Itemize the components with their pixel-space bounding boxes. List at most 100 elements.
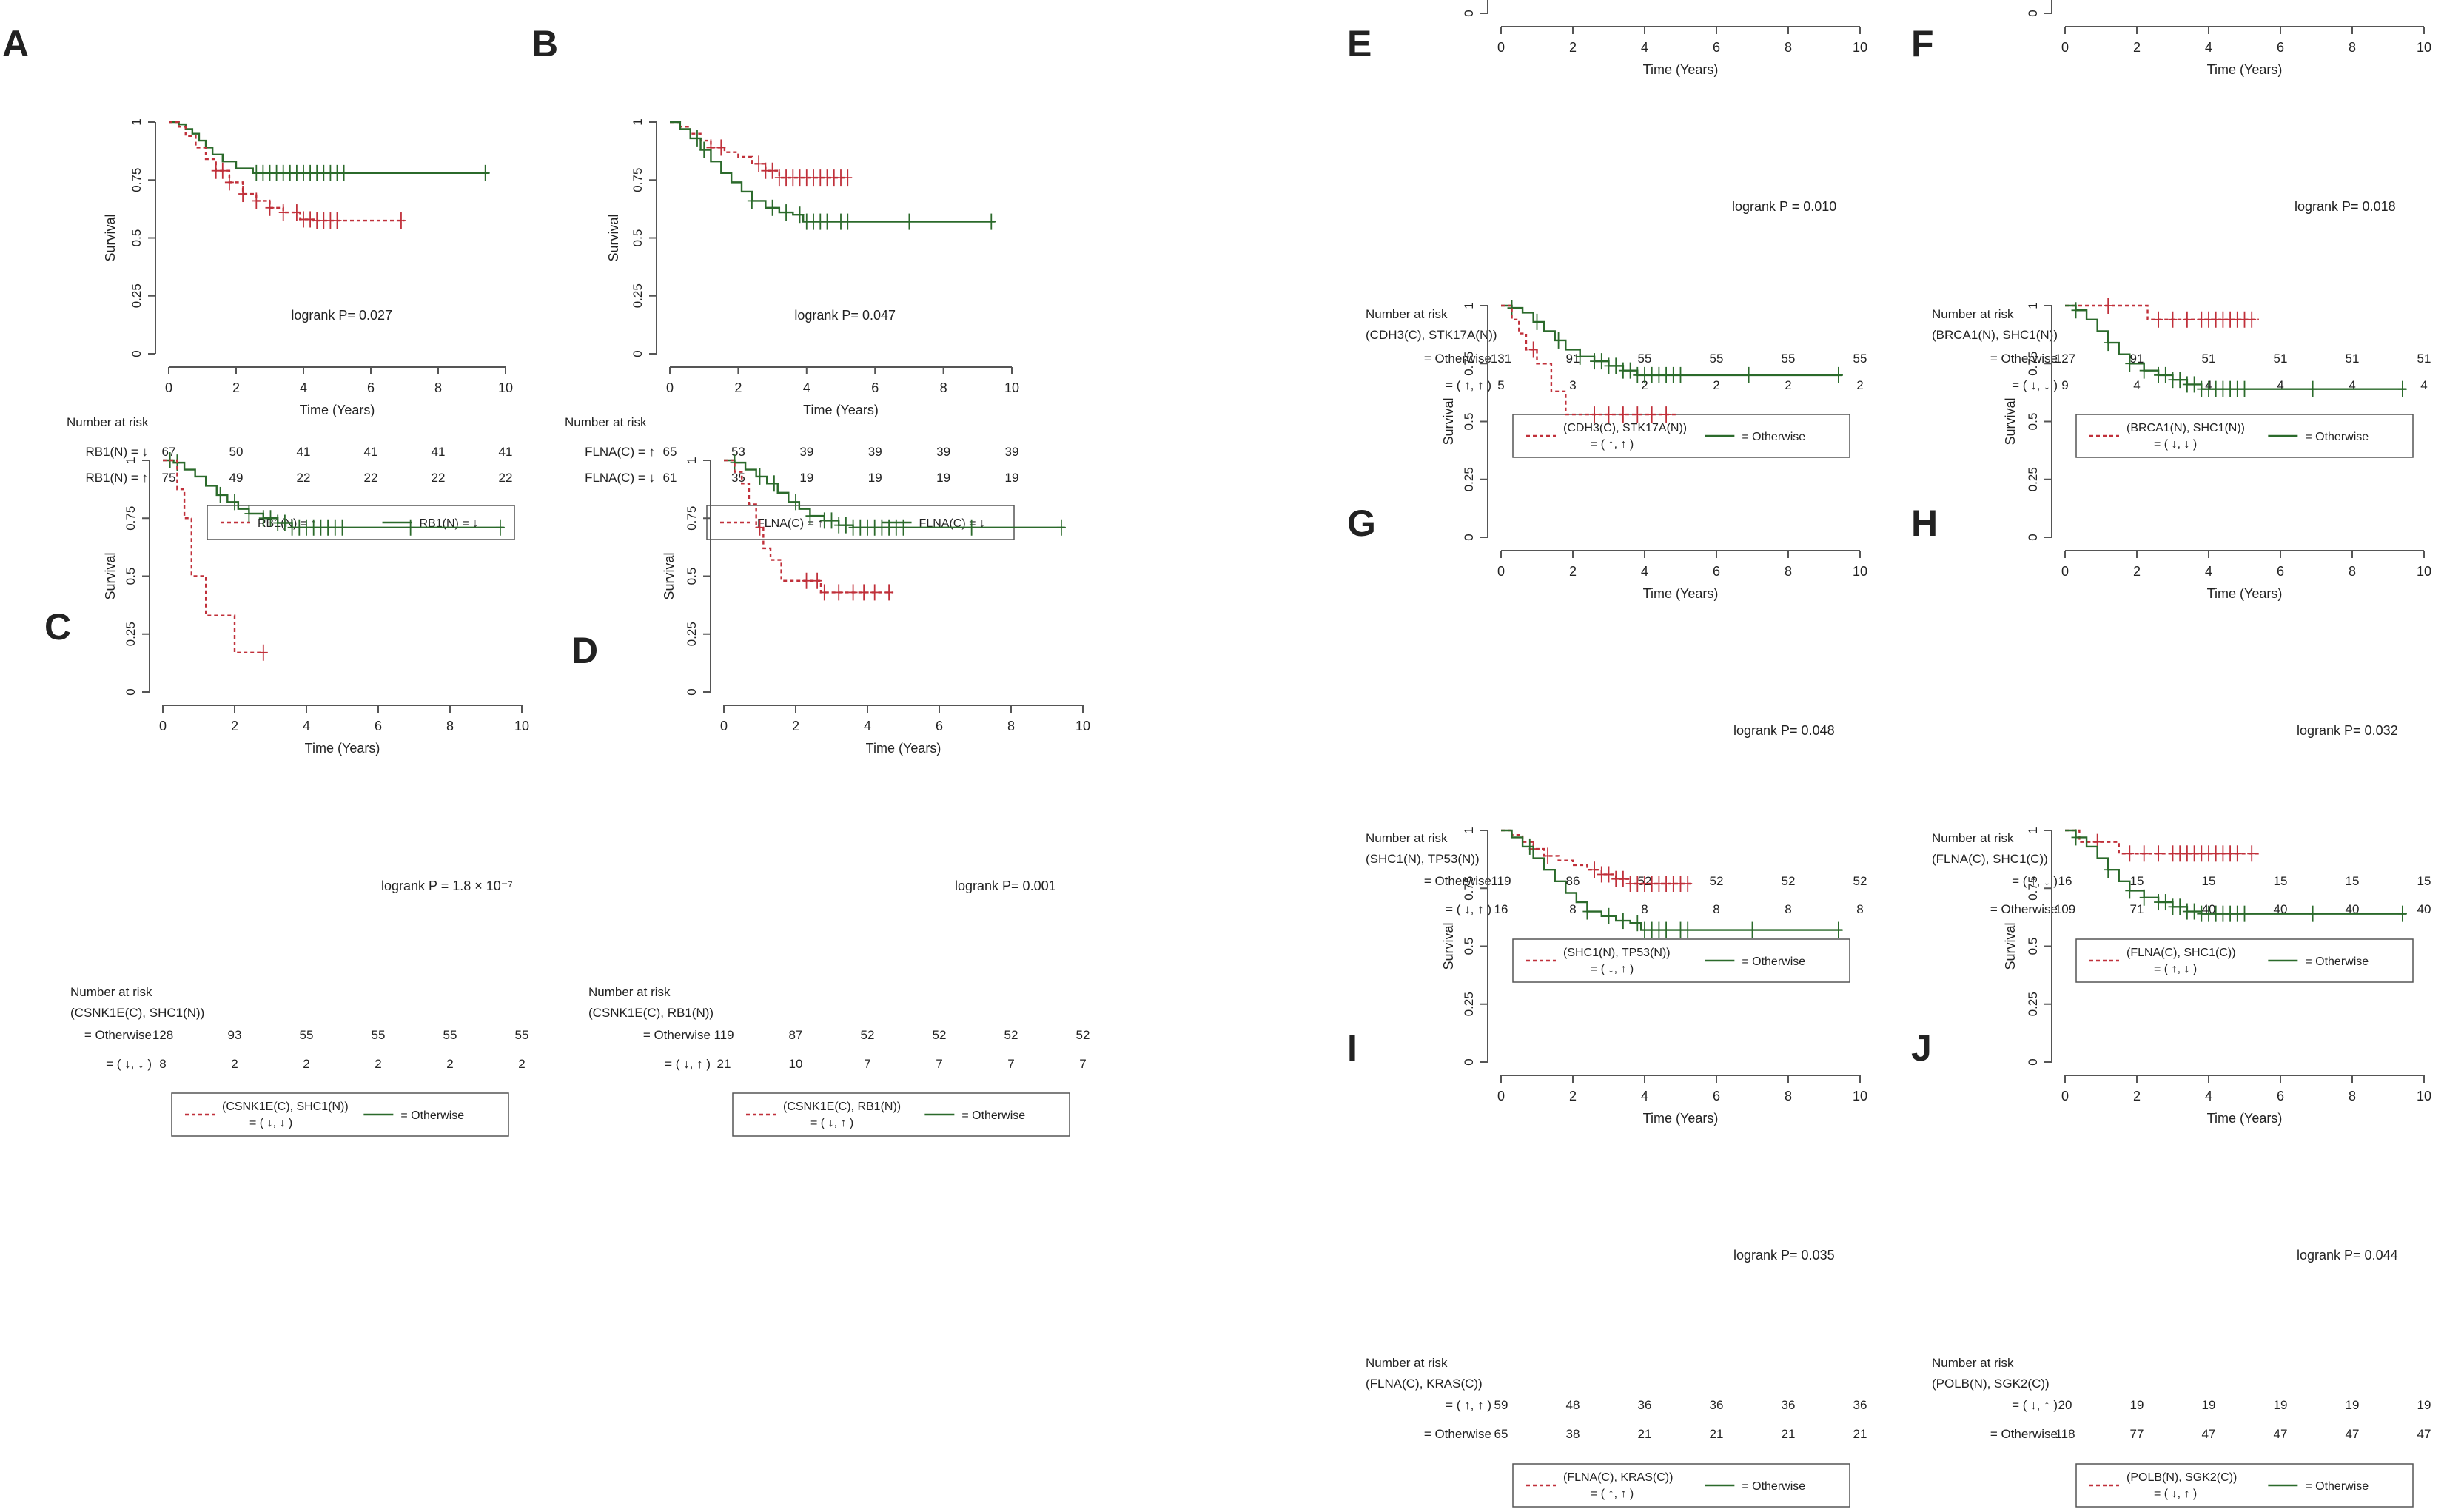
panel-letter: A <box>2 23 29 64</box>
x-tick-label: 6 <box>367 380 375 395</box>
y-tick-label: 0 <box>685 688 699 695</box>
y-tick-label: 0.5 <box>2026 938 2040 955</box>
x-tick-label: 8 <box>1785 40 1792 55</box>
y-tick-label: 0.25 <box>2026 992 2040 1016</box>
risk-count: 8 <box>1785 902 1791 916</box>
panel-letter: H <box>1911 503 1938 544</box>
risk-row-label: = Otherwise <box>1424 874 1491 888</box>
legend: (CSNK1E(C), SHC1(N)) = ( ↓, ↓ ) = Otherwis… <box>171 1092 509 1137</box>
risk-count: 7 <box>864 1057 870 1071</box>
y-tick-label: 0.25 <box>1462 992 1476 1016</box>
x-tick-label: 4 <box>300 380 307 395</box>
risk-count: 41 <box>364 445 378 459</box>
x-tick-label: 8 <box>1007 719 1015 733</box>
risk-count: 52 <box>1076 1028 1090 1042</box>
x-tick-label: 8 <box>2349 564 2356 579</box>
y-tick-label: 0 <box>2026 534 2040 540</box>
risk-count: 21 <box>1710 1427 1724 1441</box>
risk-count: 4 <box>2277 378 2283 392</box>
risk-count: 7 <box>1079 1057 1086 1071</box>
risk-count: 93 <box>228 1028 242 1042</box>
x-axis-label: Time (Years) <box>2207 586 2283 601</box>
y-axis-label: Survival <box>662 552 677 599</box>
y-tick-label: 0.25 <box>130 283 144 308</box>
risk-count: 65 <box>663 445 677 459</box>
risk-count: 21 <box>1853 1427 1867 1441</box>
legend-red-label-2: = ( ↓, ↑ ) <box>810 1117 853 1129</box>
x-tick-label: 2 <box>1569 564 1577 579</box>
risk-count: 47 <box>2202 1427 2216 1441</box>
x-axis-label: Time (Years) <box>866 741 941 756</box>
y-tick-label: 0 <box>1462 534 1476 540</box>
panel-letter: J <box>1911 1027 1932 1069</box>
risk-count: 36 <box>1710 1398 1724 1412</box>
legend-red-label-2: = ( ↑, ↑ ) <box>1591 1488 1634 1500</box>
series-green-line <box>670 121 995 223</box>
risk-count: 119 <box>1491 874 1511 888</box>
risk-count: 53 <box>731 445 745 459</box>
risk-count: 15 <box>2274 874 2288 888</box>
legend-box <box>1512 1463 1850 1508</box>
x-tick-label: 4 <box>303 719 310 733</box>
risk-count: 87 <box>789 1028 803 1042</box>
legend-red-label: (FLNA(C), SHC1(C)) <box>2126 947 2236 959</box>
series-green-line <box>1501 829 1842 931</box>
risk-count: 59 <box>1494 1398 1508 1412</box>
legend-red-label: (SHC1(N), TP53(N)) <box>1563 947 1671 959</box>
risk-table-subheader: (FLNA(C), KRAS(C)) <box>1366 1377 1483 1391</box>
legend-box <box>1512 414 1850 458</box>
x-tick-label: 8 <box>2349 1089 2356 1103</box>
risk-table-subheader: (BRCA1(N), SHC1(N)) <box>1932 328 2058 342</box>
risk-count: 39 <box>868 445 882 459</box>
risk-count: 77 <box>2130 1427 2144 1441</box>
legend: (FLNA(C), SHC1(C)) = ( ↑, ↓ ) = Otherwise <box>2075 938 2414 983</box>
risk-count: 39 <box>1005 445 1019 459</box>
risk-row-label: FLNA(C) = ↑ <box>585 445 655 459</box>
risk-row-label: = Otherwise <box>1424 1427 1491 1441</box>
risk-count: 8 <box>1641 902 1648 916</box>
y-tick-label: 0 <box>124 688 138 695</box>
risk-row-label: RB1(N) = ↓ <box>85 445 148 459</box>
risk-count: 55 <box>300 1028 314 1042</box>
logrank-pvalue: logrank P= 0.047 <box>794 308 896 323</box>
risk-table-header: Number at risk <box>70 985 152 999</box>
y-tick-label: 0.75 <box>2026 876 2040 901</box>
legend-red-label-2: = ( ↓, ↓ ) <box>249 1117 292 1129</box>
risk-row-label: FLNA(C) = ↓ <box>585 471 655 485</box>
y-tick-label: 0 <box>2026 10 2040 16</box>
risk-count: 86 <box>1566 874 1580 888</box>
risk-count: 52 <box>1710 874 1724 888</box>
risk-count: 51 <box>2274 352 2288 366</box>
legend: (SHC1(N), TP53(N)) = ( ↓, ↑ ) = Otherwise <box>1512 938 1850 983</box>
risk-count: 22 <box>432 471 446 485</box>
x-tick-label: 8 <box>1785 1089 1792 1103</box>
risk-count: 41 <box>297 445 311 459</box>
y-axis-label: Survival <box>1441 922 1456 970</box>
risk-count: 52 <box>933 1028 947 1042</box>
y-tick-label: 0 <box>1462 1058 1476 1065</box>
risk-count: 21 <box>717 1057 731 1071</box>
logrank-pvalue: logrank P= 0.001 <box>955 878 1056 893</box>
risk-row-label: = Otherwise <box>1424 352 1491 366</box>
risk-count: 47 <box>2417 1427 2431 1441</box>
risk-table-subheader: (CSNK1E(C), SHC1(N)) <box>70 1006 204 1020</box>
y-tick-label: 1 <box>2026 827 2040 833</box>
y-tick-label: 0.5 <box>130 229 144 247</box>
y-axis-label: Survival <box>1441 397 1456 445</box>
x-tick-label: 10 <box>1075 719 1090 733</box>
x-axis-label: Time (Years) <box>300 403 375 417</box>
x-tick-label: 2 <box>1569 1089 1577 1103</box>
legend-green-label: = Otherwise <box>1742 431 1805 443</box>
panel-letter: D <box>571 630 598 671</box>
x-tick-label: 0 <box>165 380 172 395</box>
x-tick-label: 10 <box>2417 40 2431 55</box>
risk-count: 50 <box>229 445 244 459</box>
risk-count: 21 <box>1782 1427 1796 1441</box>
risk-row-label: = ( ↓, ↑ ) <box>665 1057 711 1071</box>
x-tick-label: 10 <box>1853 564 1867 579</box>
panel-letter: E <box>1347 23 1372 64</box>
risk-count: 19 <box>2274 1398 2288 1412</box>
y-tick-label: 0.75 <box>124 506 138 531</box>
y-axis-label: Survival <box>2003 397 2018 445</box>
risk-table-subheader: (FLNA(C), SHC1(C)) <box>1932 852 2048 866</box>
